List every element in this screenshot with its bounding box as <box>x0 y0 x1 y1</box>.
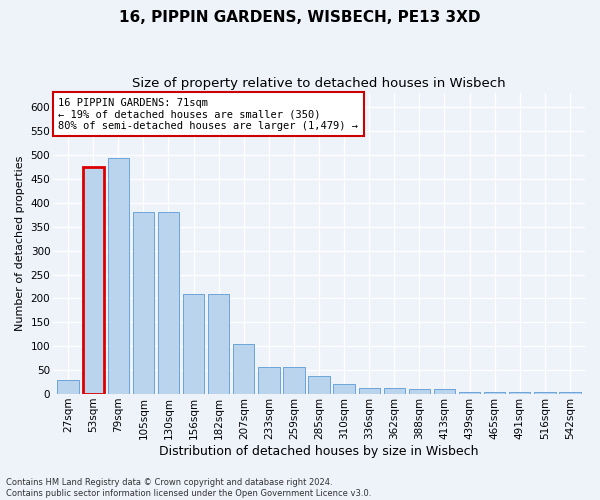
Text: 16, PIPPIN GARDENS, WISBECH, PE13 3XD: 16, PIPPIN GARDENS, WISBECH, PE13 3XD <box>119 10 481 25</box>
Bar <box>233 344 254 394</box>
Bar <box>383 388 405 394</box>
Bar <box>133 212 154 394</box>
Bar <box>359 388 380 394</box>
Text: Contains HM Land Registry data © Crown copyright and database right 2024.
Contai: Contains HM Land Registry data © Crown c… <box>6 478 371 498</box>
Bar <box>334 384 355 394</box>
Y-axis label: Number of detached properties: Number of detached properties <box>15 156 25 331</box>
Bar <box>484 392 505 394</box>
Bar <box>83 167 104 394</box>
Bar <box>283 367 305 394</box>
Bar <box>534 392 556 394</box>
Bar <box>58 380 79 394</box>
Bar <box>183 294 204 394</box>
X-axis label: Distribution of detached houses by size in Wisbech: Distribution of detached houses by size … <box>159 444 479 458</box>
Bar <box>258 367 280 394</box>
Title: Size of property relative to detached houses in Wisbech: Size of property relative to detached ho… <box>132 78 506 90</box>
Bar <box>308 376 330 394</box>
Text: 16 PIPPIN GARDENS: 71sqm
← 19% of detached houses are smaller (350)
80% of semi-: 16 PIPPIN GARDENS: 71sqm ← 19% of detach… <box>58 98 358 131</box>
Bar <box>559 392 581 394</box>
Bar <box>208 294 229 394</box>
Bar <box>434 390 455 394</box>
Bar <box>459 392 480 394</box>
Bar <box>107 158 129 394</box>
Bar <box>158 212 179 394</box>
Bar <box>509 392 530 394</box>
Bar <box>409 390 430 394</box>
